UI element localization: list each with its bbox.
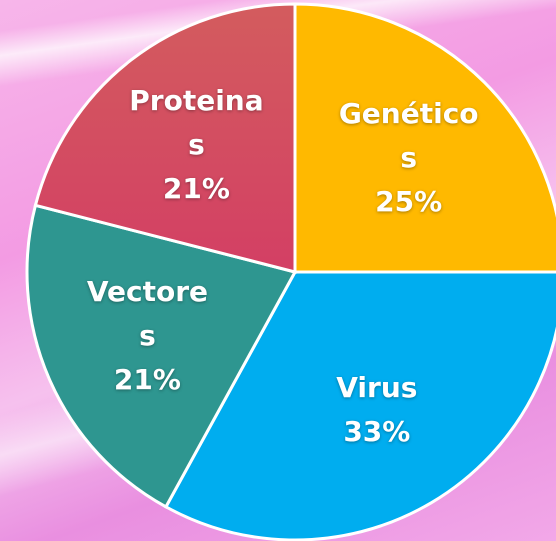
category-name: Virus (336, 371, 418, 405)
value-label: 25% (375, 185, 443, 219)
category-name: Vectores (86, 274, 208, 352)
pie-slice (163, 270, 556, 541)
value-label: 33% (343, 415, 411, 449)
slice-label: Genéticos 25% (334, 92, 484, 224)
slice-label: Virus 33% (302, 366, 452, 454)
pie-slice (33, 2, 297, 274)
slice-label: Vectores 21% (82, 270, 212, 402)
value-label: 21% (162, 171, 230, 205)
category-name: Genéticos (338, 97, 479, 175)
pie-slice (25, 203, 298, 509)
pie-slice (293, 2, 556, 274)
category-name: Proteinas (129, 83, 264, 161)
slice-label: Proteinas 21% (121, 79, 271, 211)
value-label: 21% (113, 362, 181, 396)
